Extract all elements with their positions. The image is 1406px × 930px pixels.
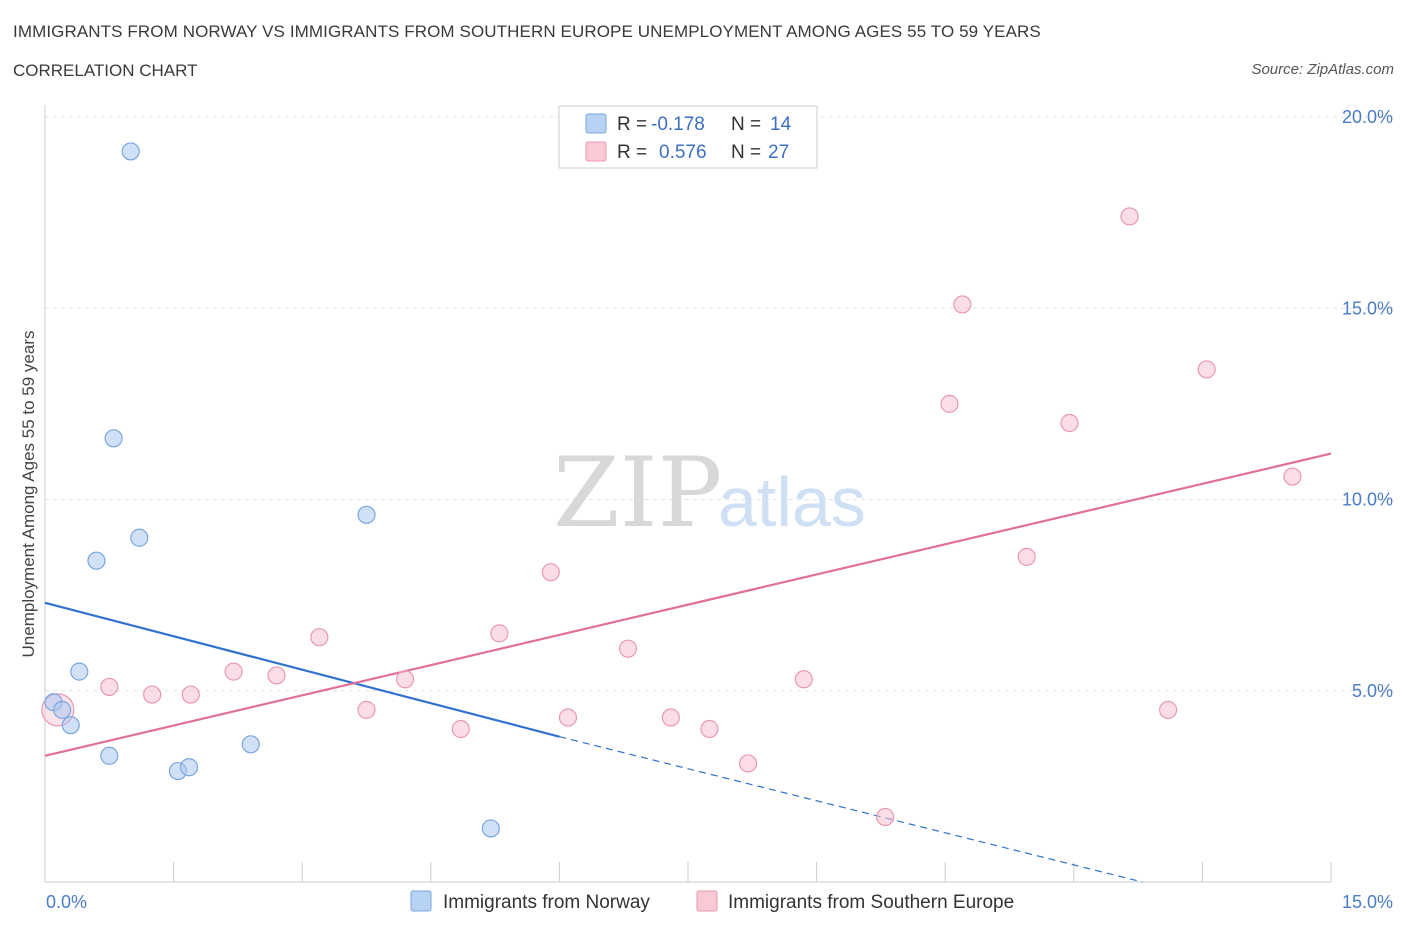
point-norway-12 [357,505,376,524]
bottom-legend-label-southern-europe: Immigrants from Southern Europe [728,892,1014,913]
point-norway-7 [121,142,140,161]
point-southern-europe-12 [558,708,578,727]
y-tick-label-20: 20.0% [1342,107,1393,127]
point-southern-europe-10 [490,624,509,643]
point-norway-3 [70,662,89,681]
watermark: ZIP atlas [553,437,866,549]
point-norway-10 [179,758,199,777]
point-norway-1 [53,700,72,719]
point-southern-europe-25 [1197,360,1216,379]
y-tick-labels: 5.0% 10.0% 15.0% 20.0% [1342,107,1393,701]
legend-n-value-southern-europe: 27 [768,142,789,163]
legend-r-value-norway: -0.178 [651,114,705,135]
point-southern-europe-5 [267,666,286,685]
point-southern-europe-6 [310,628,329,647]
y-axis-label: Unemployment Among Ages 55 to 59 years [19,331,38,658]
point-norway-13 [481,819,500,838]
point-southern-europe-23 [1120,207,1139,226]
point-southern-europe-1 [100,677,119,697]
point-southern-europe-14 [661,708,680,727]
legend-n-label-southern-europe: N = [731,142,761,163]
point-norway-6 [104,429,123,448]
point-southern-europe-13 [618,639,638,658]
chart-title: IMMIGRANTS FROM NORWAY VS IMMIGRANTS FRO… [13,22,1041,41]
y-tick-label-10: 10.0% [1342,490,1393,510]
point-southern-europe-17 [794,670,813,689]
y-tick-label-5: 5.0% [1352,681,1393,701]
x-tick-label-min: 0.0% [46,892,87,912]
point-southern-europe-15 [700,719,719,739]
point-southern-europe-21 [1017,547,1036,566]
point-southern-europe-7 [357,700,376,719]
point-southern-europe-4 [224,662,243,681]
point-norway-11 [241,735,260,754]
point-southern-europe-8 [395,670,415,689]
point-southern-europe-16 [738,754,758,773]
point-southern-europe-20 [953,295,972,314]
legend-swatch-southern-europe [585,141,607,162]
trend-lines [44,452,1332,883]
bottom-legend-label-norway: Immigrants from Norway [443,892,650,913]
legend-r-value-southern-europe: 0.576 [659,142,707,163]
point-norway-8 [130,528,149,547]
point-southern-europe-9 [451,719,470,739]
point-southern-europe-11 [541,563,560,582]
chart-subtitle: CORRELATION CHART [13,61,198,80]
point-southern-europe-19 [940,394,959,413]
y-tick-label-15: 15.0% [1342,298,1393,318]
point-norway-2 [61,716,80,735]
legend-n-value-norway: 14 [770,114,792,135]
trend-line-norway [44,601,560,738]
legend-r-label-norway: R = [617,114,647,135]
point-southern-europe-3 [181,685,200,704]
series-legend: Immigrants from Norway Immigrants from S… [410,890,1014,913]
bottom-legend-swatch-norway [410,890,432,912]
x-tick-label-max: 15.0% [1342,892,1393,912]
bottom-legend-swatch-southern-europe [696,890,718,912]
legend-r-label-southern-europe: R = [617,142,647,163]
watermark-zip: ZIP [553,437,722,549]
point-southern-europe-18 [876,807,895,827]
legend-swatch-norway [585,113,607,134]
point-southern-europe-26 [1283,467,1302,486]
point-southern-europe-24 [1159,700,1178,719]
point-southern-europe-2 [143,685,162,704]
axes [44,105,1332,883]
correlation-legend: R = -0.178 N = 14 R = 0.576 N = 27 [558,105,818,169]
point-norway-4 [87,551,106,570]
legend-n-label-norway: N = [731,114,761,135]
watermark-atlas: atlas [718,463,866,541]
grid-lines [45,116,1393,692]
chart-source: Source: ZipAtlas.com [1251,61,1394,78]
point-norway-5 [100,746,119,765]
point-southern-europe-22 [1060,413,1079,433]
trend-line-southern-europe [44,452,1332,757]
data-points [41,142,1302,838]
trend-line-norway-extension [559,736,1143,883]
